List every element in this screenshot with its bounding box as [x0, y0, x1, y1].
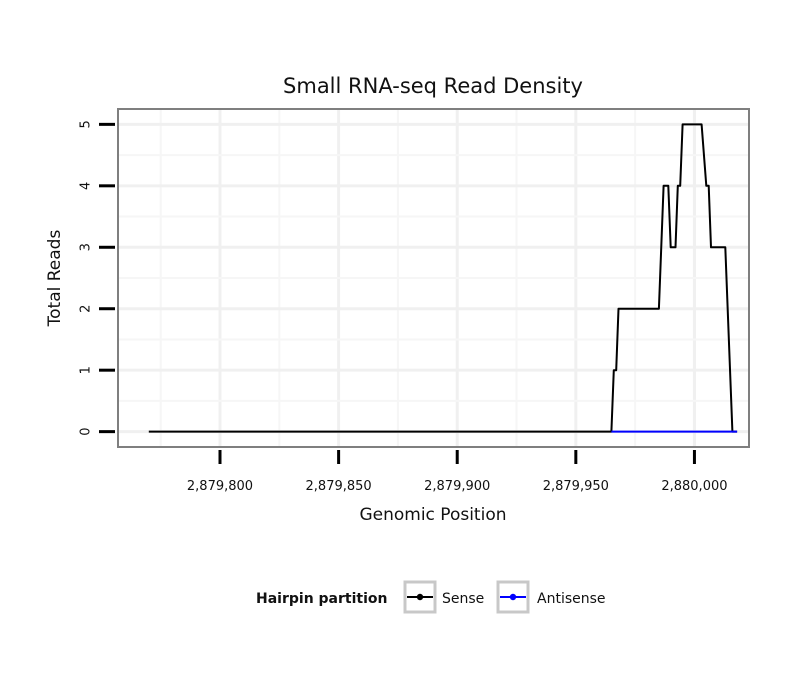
legend-marker-sense: [416, 593, 424, 601]
y-tick-label: 4: [79, 182, 94, 190]
x-tick-label: 2,879,900: [424, 479, 490, 494]
legend-label-antisense: Antisense: [537, 591, 606, 607]
legend-item-antisense: Antisense: [496, 580, 606, 614]
x-tick-label: 2,879,800: [187, 479, 253, 494]
y-tick-label: 3: [79, 243, 94, 251]
x-axis-title: Genomic Position: [359, 505, 506, 525]
x-axis: 2,879,800 2,879,850 2,879,900 2,879,950 2,88…: [187, 450, 728, 494]
x-tick-label: 2,880,000: [661, 479, 727, 494]
legend-item-sense: Sense: [403, 580, 484, 614]
series-layer: [148, 123, 738, 433]
y-tick-label: 0: [79, 427, 94, 435]
x-tick-label: 2,879,850: [306, 479, 372, 494]
legend-marker-antisense: [509, 593, 517, 601]
plot-border: [117, 108, 750, 448]
y-tick-label: 5: [79, 120, 94, 128]
y-tick-label: 1: [79, 366, 94, 374]
y-axis: 0 1 2 3 4 5: [79, 120, 115, 436]
y-tick-label: 2: [79, 305, 94, 313]
legend-title: Hairpin partition: [256, 591, 387, 607]
series-line-sense: [148, 123, 738, 433]
x-tick-label: 2,879,950: [543, 479, 609, 494]
chart-title: Small RNA-seq Read Density: [283, 74, 583, 98]
y-axis-title: Total Reads: [45, 230, 65, 328]
legend: Hairpin partition Sense Antisense: [256, 580, 606, 614]
grid: [118, 109, 749, 447]
legend-label-sense: Sense: [442, 591, 484, 607]
